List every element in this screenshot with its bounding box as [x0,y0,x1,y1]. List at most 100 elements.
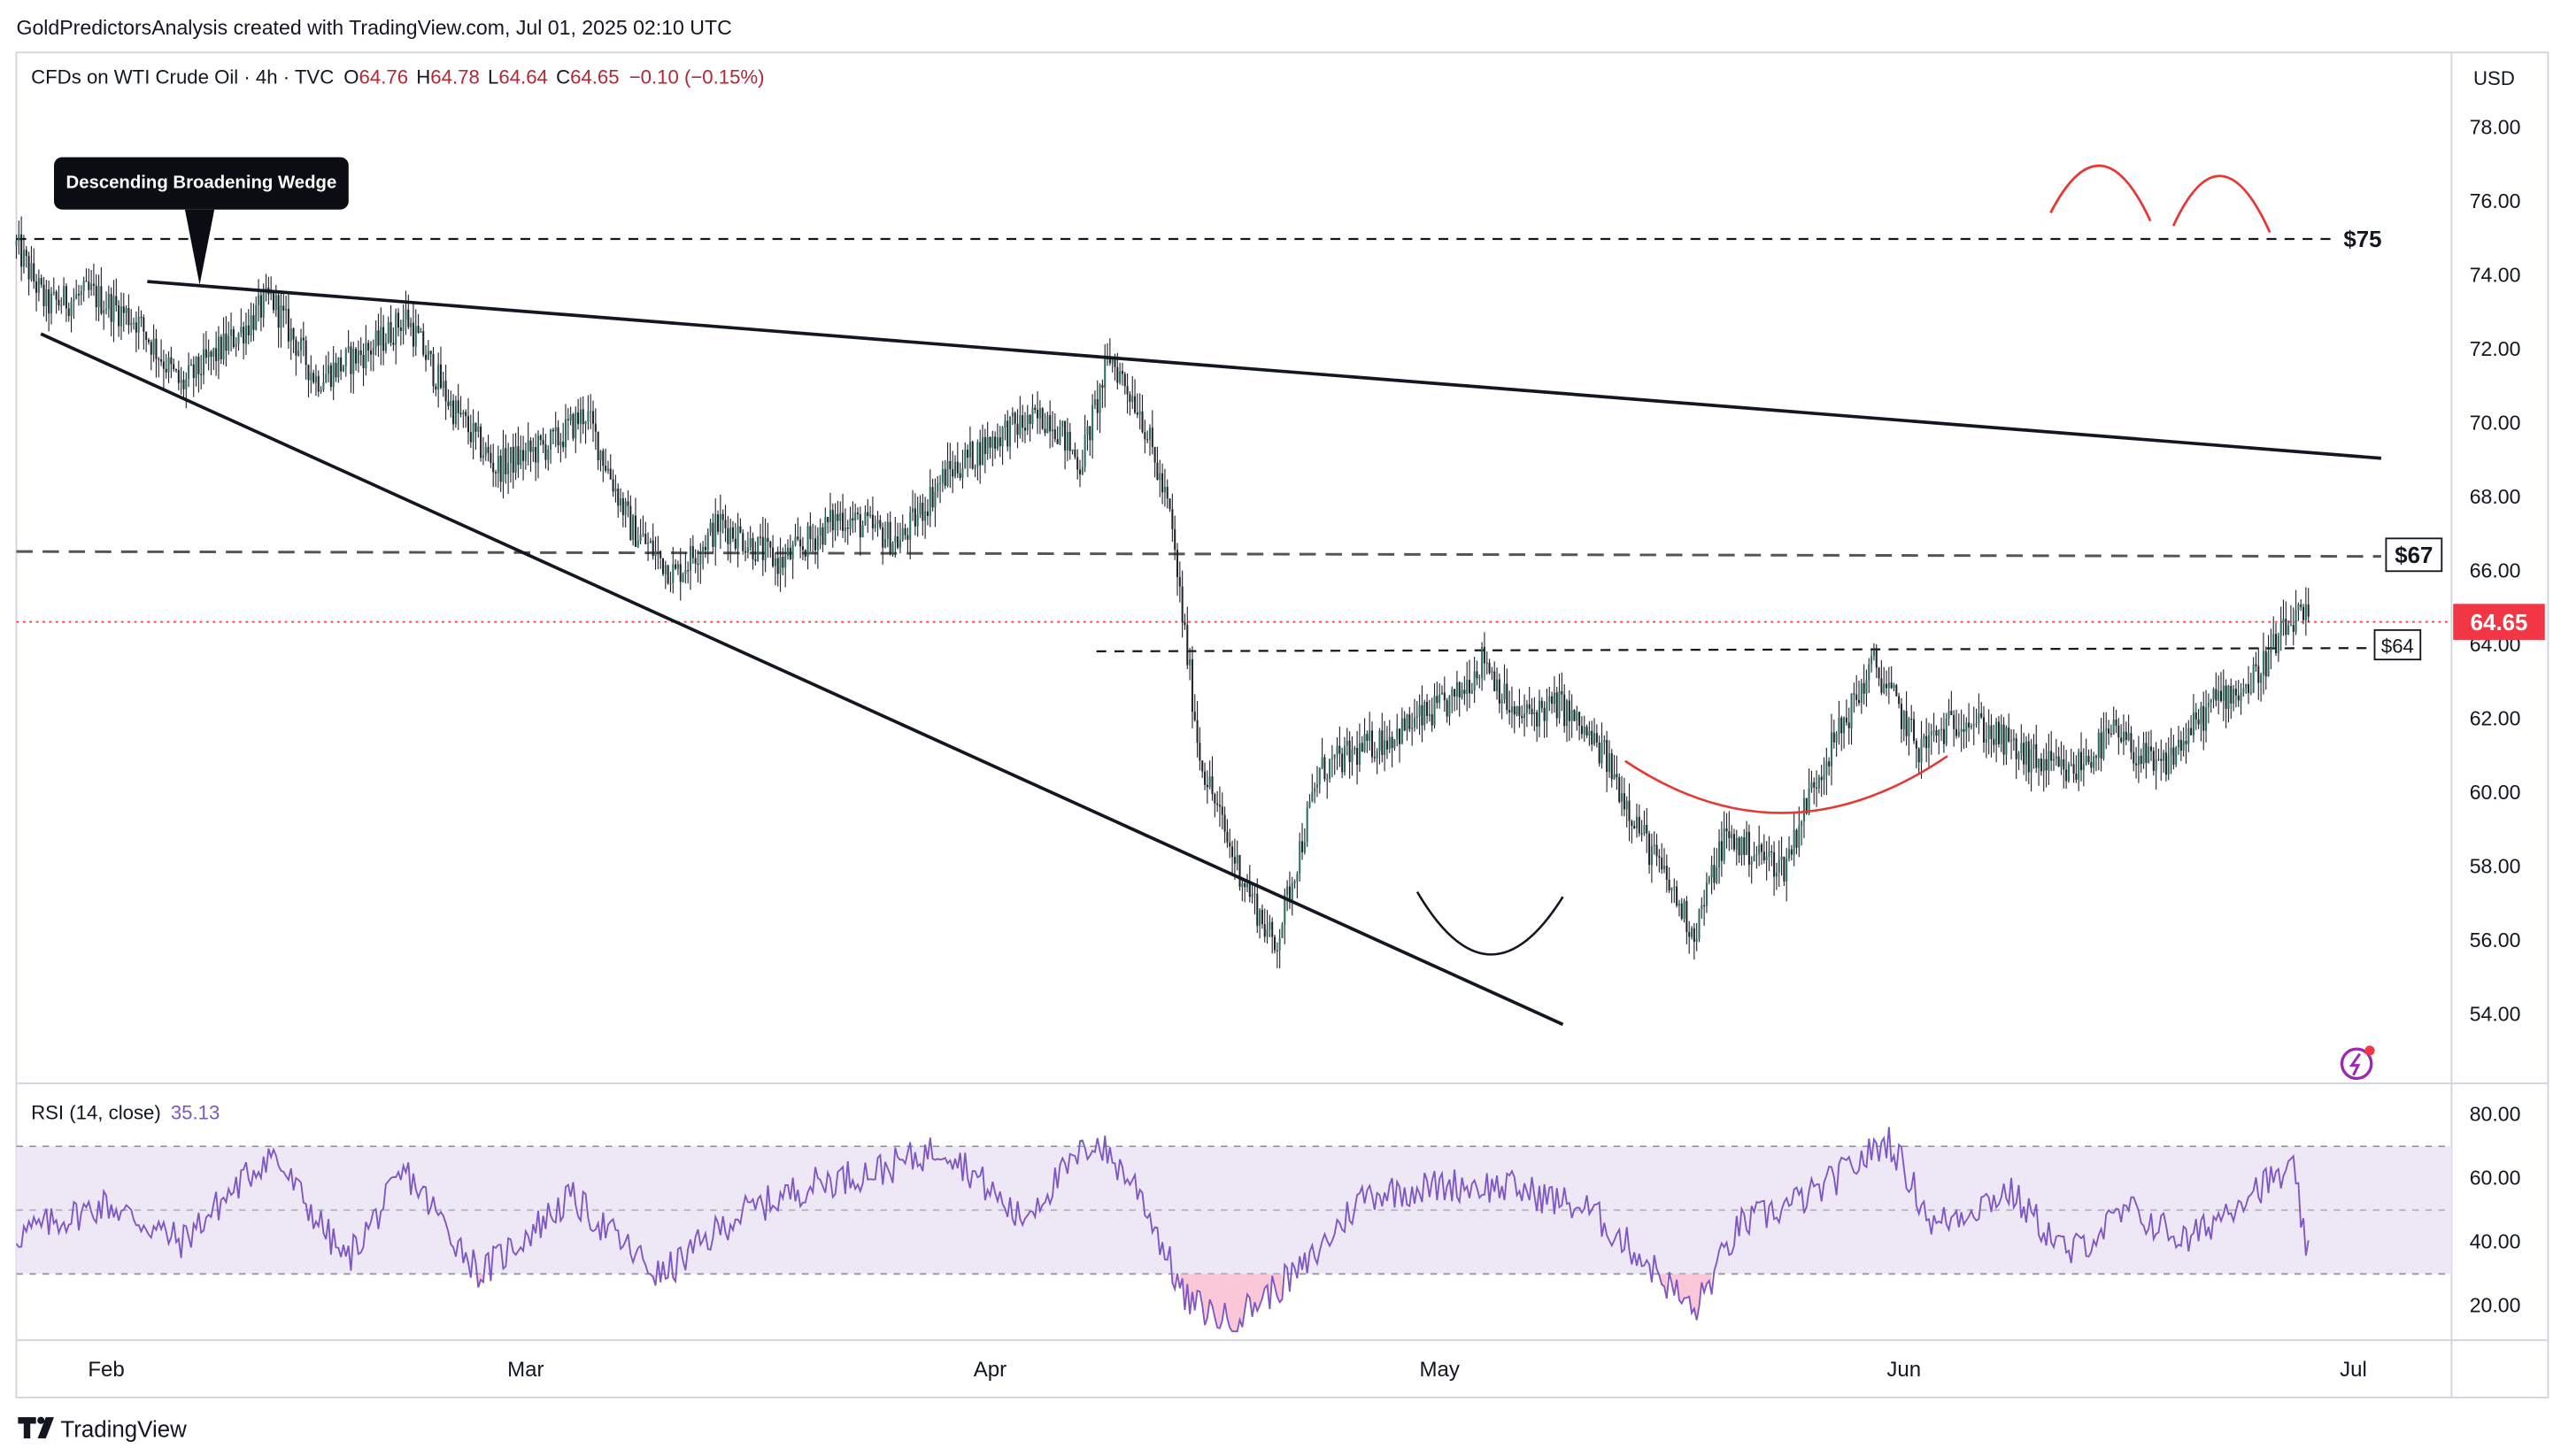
candle-body [702,546,705,555]
candle-body [432,354,435,387]
candle-body [809,526,812,539]
wedge-callout[interactable]: Descending Broadening Wedge [54,157,349,285]
candle-body [1329,759,1331,780]
candle-body [979,442,982,466]
candle-body [1810,782,1813,789]
candle-body [1236,855,1238,864]
candle-body [2063,759,2065,770]
candle-body [2070,764,2072,766]
rsi-oversold-fill [1209,1274,1213,1306]
candle-body [1338,745,1341,754]
candle-body [886,521,889,540]
candle-body [1563,694,1566,727]
candle-body [812,538,814,540]
candle-body [782,557,784,568]
candle-body [133,322,135,324]
candle-body [1293,881,1296,884]
candle-body [390,321,392,343]
candle-body [1960,728,1963,732]
candle-body [2194,712,2197,720]
candle-body [767,537,769,543]
candle-body [1308,801,1311,808]
candle-body [1828,761,1831,767]
candle-body [829,510,831,523]
candle-body [1840,717,1843,734]
candle-body [897,536,899,548]
candle-body [1418,705,1421,716]
candle-body [228,335,230,351]
candle-body [1648,833,1651,866]
candle-body [1872,650,1875,656]
candle-body [1902,711,1905,729]
candle-body [118,304,120,327]
candle-body [1315,784,1318,788]
candle-body [243,327,245,344]
candle-body [2085,755,2087,765]
candle-body [2100,732,2102,759]
candle-body [2142,743,2145,764]
candle-body [620,497,622,506]
candle-body [1461,689,1463,697]
level-67-label: $67 [2395,543,2433,568]
candle-body [1269,921,1271,930]
candle-body [774,558,776,566]
candle-body [1838,717,1840,734]
candle-body [1850,693,1853,728]
candle-body [2152,751,2155,771]
candle-body [1616,774,1618,778]
candle-body [1768,851,1770,857]
candle-body [1108,357,1111,364]
candle-body [1201,760,1204,772]
candle-body [1678,903,1680,906]
candle-body [944,468,946,486]
candle-body [1983,717,1986,743]
candle-body [2260,674,2263,683]
tradingview-logo[interactable]: TradingView [18,1416,187,1443]
candle-body [217,336,220,361]
candle-body [1521,715,1523,719]
candle-body [647,543,650,544]
rounding-bottom-arc [1415,890,1564,956]
candle-body [410,322,413,327]
candle-body [1266,929,1269,937]
price-tick-label: 72.00 [2470,337,2521,360]
candle-body [274,295,277,311]
candle-body [48,289,50,314]
candle-body [1917,748,1920,763]
candle-body [1378,730,1381,751]
candle-body [325,374,328,382]
candle-body [1802,797,1805,822]
candle-body [174,369,178,371]
candle-body [791,544,794,559]
candle-body [2170,747,2172,756]
price-tick-label: 66.00 [2470,559,2521,582]
candle-body [1318,767,1321,785]
candle-body [2164,752,2167,775]
high-value: 64.78 [430,65,479,88]
candle-body [1878,667,1880,679]
logo-mark-v [37,1417,55,1439]
lightning-alert-icon[interactable] [2340,1045,2375,1081]
candle-body [1014,412,1016,424]
candle-body [1790,849,1793,855]
candle-body [1913,719,1916,742]
candle-body [107,294,110,310]
candle-body [709,522,712,533]
candle-body [225,333,228,351]
candle-body [307,365,310,381]
time-axis[interactable]: Feb Mar Apr May Jun Jul [88,1358,2366,1382]
candle-body [158,358,160,360]
candle-body [621,497,624,516]
rsi-oversold-fill [1230,1274,1233,1332]
candle-body [1223,814,1226,832]
candle-body [1029,414,1031,424]
candle-body [1695,938,1698,943]
rsi-axis[interactable]: 20.00 40.00 60.00 80.00 [2470,1102,2521,1316]
candle-body [719,513,721,532]
candle-body [634,515,636,547]
candle-body [1159,473,1161,481]
candle-body [1049,415,1052,432]
candle-body [1750,861,1753,865]
candle-body [1915,741,1917,749]
